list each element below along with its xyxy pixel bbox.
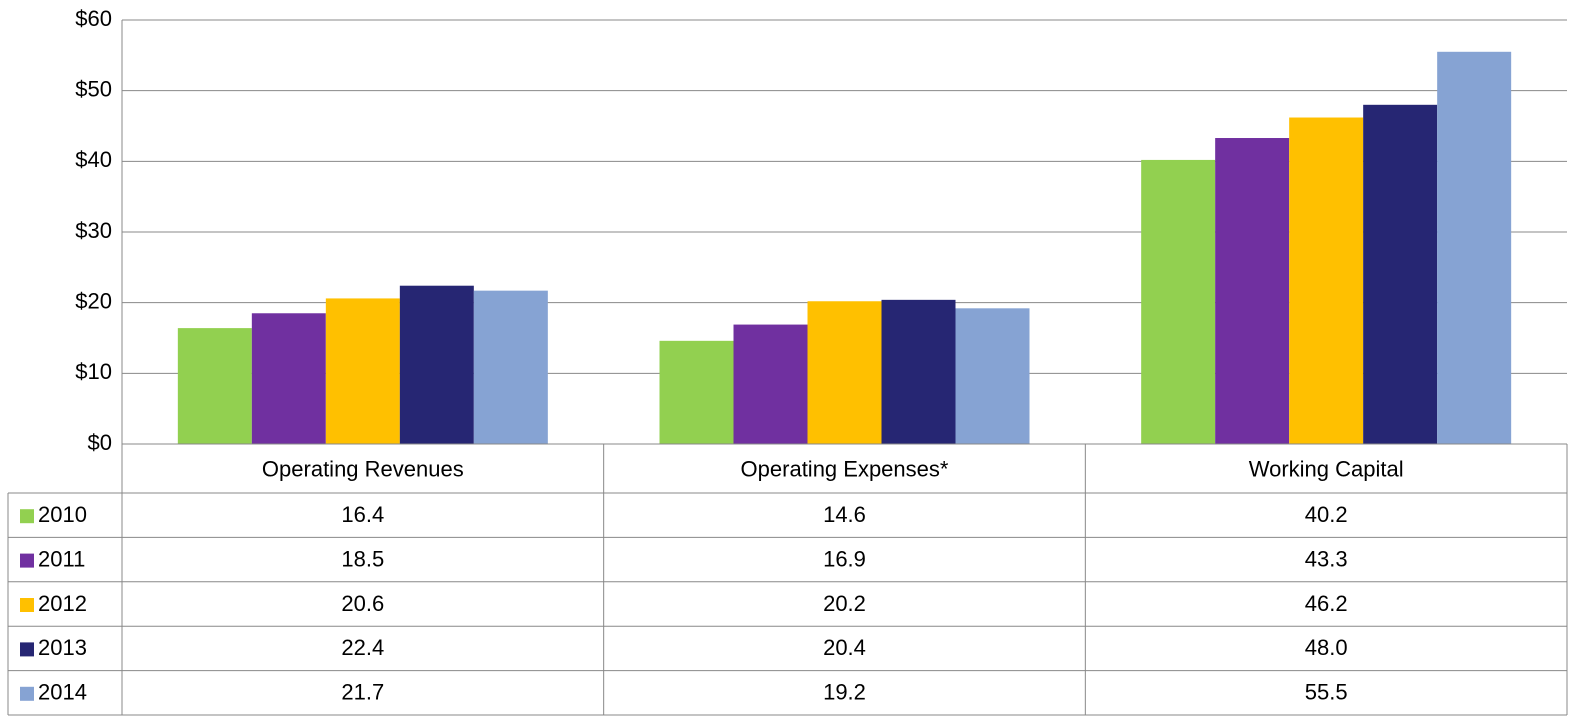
table-value: 18.5 bbox=[341, 546, 384, 571]
legend-label: 2012 bbox=[38, 591, 87, 616]
legend-label: 2011 bbox=[38, 546, 85, 571]
y-tick-label: $0 bbox=[88, 430, 112, 455]
legend-label: 2014 bbox=[38, 680, 87, 705]
bar bbox=[733, 324, 808, 444]
bar bbox=[251, 313, 326, 444]
legend-label: 2013 bbox=[38, 635, 87, 660]
table-value: 22.4 bbox=[341, 635, 384, 660]
table-value: 19.2 bbox=[823, 680, 866, 705]
table-value: 46.2 bbox=[1305, 591, 1348, 616]
table-value: 55.5 bbox=[1305, 680, 1348, 705]
bar bbox=[1363, 104, 1438, 445]
table-value: 43.3 bbox=[1305, 546, 1348, 571]
y-tick-label: $30 bbox=[75, 218, 112, 243]
legend-label: 2010 bbox=[38, 502, 87, 527]
legend-swatch bbox=[20, 598, 34, 612]
bar bbox=[955, 308, 1030, 444]
legend-swatch bbox=[20, 509, 34, 524]
table-value: 16.4 bbox=[341, 502, 384, 527]
table-value: 20.6 bbox=[341, 591, 384, 616]
y-tick-label: $20 bbox=[75, 288, 112, 313]
bar bbox=[473, 290, 548, 444]
table-value: 20.4 bbox=[823, 635, 866, 660]
bar bbox=[399, 285, 474, 444]
bar bbox=[1437, 51, 1512, 445]
bar bbox=[807, 301, 882, 444]
category-label: Operating Revenues bbox=[262, 456, 464, 481]
legend-swatch bbox=[20, 686, 34, 701]
legend-swatch bbox=[20, 553, 34, 568]
y-tick-label: $40 bbox=[75, 147, 112, 172]
table-value: 21.7 bbox=[341, 680, 384, 705]
bar bbox=[659, 340, 734, 444]
table-value: 40.2 bbox=[1305, 502, 1348, 527]
bar bbox=[881, 299, 956, 444]
bar bbox=[1215, 138, 1290, 444]
table-value: 16.9 bbox=[823, 546, 866, 571]
y-tick-label: $10 bbox=[75, 359, 112, 384]
category-label: Operating Expenses* bbox=[741, 456, 949, 481]
legend-swatch bbox=[20, 642, 34, 657]
bar bbox=[325, 298, 400, 444]
bar bbox=[1289, 117, 1364, 445]
table-value: 48.0 bbox=[1305, 635, 1348, 660]
category-label: Working Capital bbox=[1249, 456, 1404, 481]
y-tick-label: $60 bbox=[75, 6, 112, 31]
bar bbox=[1141, 159, 1216, 445]
bar bbox=[177, 328, 252, 444]
table-value: 20.2 bbox=[823, 591, 866, 616]
y-tick-label: $50 bbox=[75, 76, 112, 101]
table-value: 14.6 bbox=[823, 502, 866, 527]
